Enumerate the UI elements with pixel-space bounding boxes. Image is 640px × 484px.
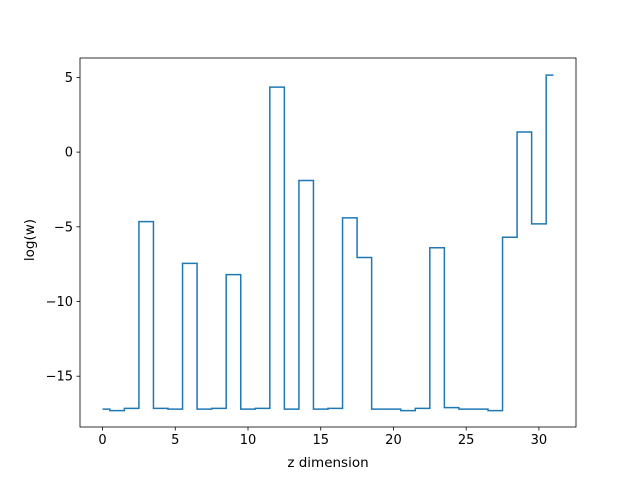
x-tick-label: 30 — [531, 433, 548, 448]
x-tick-label: 0 — [98, 433, 106, 448]
y-tick-label: −15 — [46, 370, 73, 385]
y-tick-label: 0 — [65, 146, 73, 161]
axis-ticks: 0 5 10 15 20 25 30 5 0 −5 −10 −15 — [46, 71, 548, 448]
x-tick-label: 20 — [385, 433, 402, 448]
y-tick-label: −10 — [46, 295, 73, 310]
y-tick-label: −5 — [54, 220, 73, 235]
y-axis-label: log(w) — [22, 219, 38, 261]
series-line-0 — [102, 74, 554, 412]
x-tick-label: 25 — [458, 433, 475, 448]
x-tick-label: 5 — [171, 433, 179, 448]
y-tick-label: 5 — [65, 71, 73, 86]
x-tick-label: 10 — [240, 433, 257, 448]
x-tick-label: 15 — [312, 433, 329, 448]
plot-area-frame — [79, 57, 577, 428]
x-axis-label: z dimension — [287, 455, 368, 471]
